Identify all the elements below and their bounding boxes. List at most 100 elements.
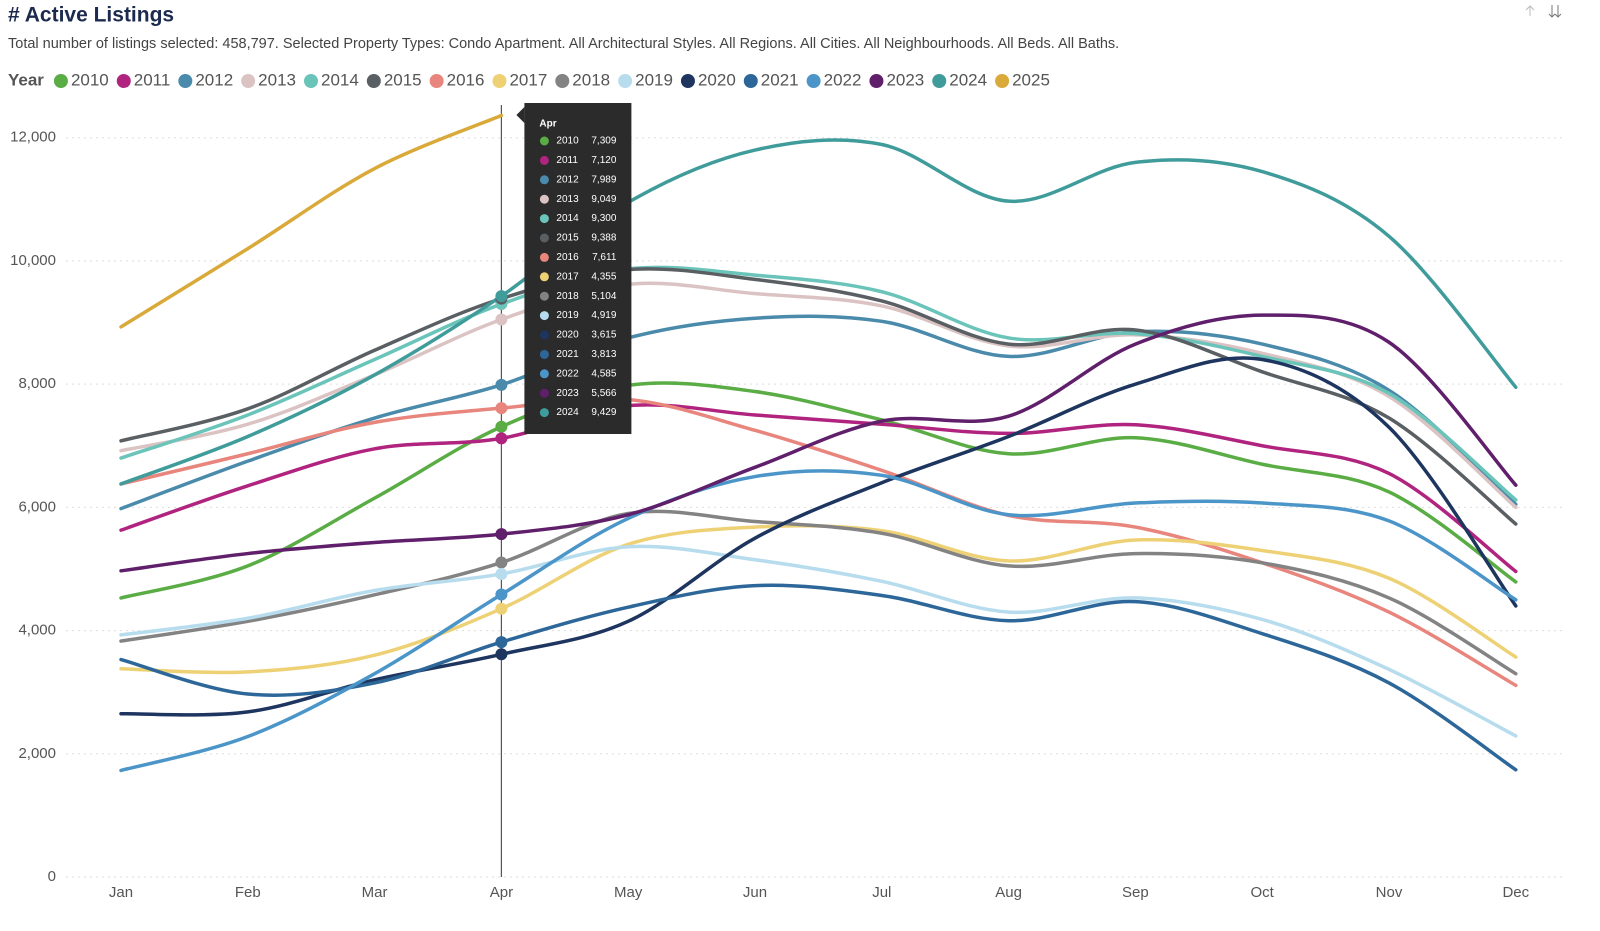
tooltip-swatch xyxy=(539,349,549,359)
legend-swatch xyxy=(53,74,68,88)
chart-subtitle: Total number of listings selected: 458,7… xyxy=(8,36,1119,52)
y-tick-label: 8,000 xyxy=(18,375,56,392)
hover-point xyxy=(495,602,508,615)
legend-swatch xyxy=(932,74,947,88)
x-tick-label: Jun xyxy=(743,884,767,901)
x-tick-label: May xyxy=(614,884,643,901)
tooltip-value: 9,429 xyxy=(591,407,616,418)
legend-label: 2025 xyxy=(1012,70,1050,89)
tooltip-value: 7,989 xyxy=(591,174,616,185)
x-tick-label: Dec xyxy=(1502,884,1529,901)
tooltip-swatch xyxy=(539,291,549,301)
y-tick-label: 10,000 xyxy=(10,252,56,269)
sort-icon[interactable] xyxy=(1548,5,1562,18)
tooltip-swatch xyxy=(539,214,549,224)
legend-swatch xyxy=(116,74,131,88)
tooltip-name: 2019 xyxy=(556,310,579,321)
hover-point xyxy=(495,648,508,661)
y-tick-label: 6,000 xyxy=(18,498,56,515)
tooltip-swatch xyxy=(539,233,549,243)
x-tick-label: Apr xyxy=(490,884,513,901)
series-line xyxy=(119,381,1518,600)
hover-point xyxy=(495,588,508,601)
tooltip-value: 5,566 xyxy=(591,388,616,399)
series-line xyxy=(119,138,1518,486)
y-tick-label: 4,000 xyxy=(18,622,56,639)
tooltip-pointer xyxy=(516,107,525,123)
legend-label: 2015 xyxy=(384,70,422,89)
legend-swatch xyxy=(743,74,758,88)
tooltip-swatch xyxy=(539,272,549,282)
legend-swatch xyxy=(178,74,193,88)
legend-swatch xyxy=(806,74,821,88)
tooltip-name: 2020 xyxy=(556,330,579,341)
legend-swatch xyxy=(869,74,884,88)
tooltip-swatch xyxy=(539,136,549,146)
sort-icon[interactable] xyxy=(1525,5,1535,16)
legend-swatch xyxy=(995,74,1010,88)
legend-label: 2021 xyxy=(761,70,799,89)
tooltip-name: 2017 xyxy=(556,271,579,282)
hover-point xyxy=(495,420,508,433)
chart-title: # Active Listings xyxy=(8,4,174,27)
tooltip-swatch xyxy=(539,388,549,398)
legend-label: 2019 xyxy=(635,70,673,89)
tooltip-swatch xyxy=(539,330,549,340)
series-line xyxy=(119,544,1518,738)
legend-swatch xyxy=(680,74,695,88)
tooltip-name: 2018 xyxy=(556,291,579,302)
series-line xyxy=(119,356,1518,717)
x-tick-label: Oct xyxy=(1251,884,1275,901)
series-line xyxy=(119,314,1518,511)
x-tick-label: Mar xyxy=(362,884,388,901)
tooltip-value: 3,615 xyxy=(591,330,616,341)
tooltip-value: 4,355 xyxy=(591,271,616,282)
tooltip-value: 7,120 xyxy=(591,155,616,166)
series-line xyxy=(119,396,1518,688)
series-line xyxy=(119,113,504,329)
hover-point xyxy=(495,290,508,303)
legend-title: Year xyxy=(8,70,44,89)
hover-point xyxy=(495,556,508,569)
tooltip-value: 4,585 xyxy=(591,368,616,379)
x-tick-label: Sep xyxy=(1122,884,1149,901)
legend-label: 2016 xyxy=(447,70,485,89)
legend-swatch xyxy=(429,74,444,88)
legend-label: 2018 xyxy=(572,70,610,89)
hover-point xyxy=(495,528,508,541)
legend-label: 2020 xyxy=(698,70,736,89)
legend-swatch xyxy=(618,74,633,88)
tooltip-value: 9,300 xyxy=(591,213,616,224)
series-line xyxy=(119,267,1518,526)
tooltip-value: 9,049 xyxy=(591,194,616,205)
series-line xyxy=(119,583,1518,772)
x-tick-label: Jul xyxy=(872,884,891,901)
tooltip-value: 3,813 xyxy=(591,349,616,360)
tooltip-name: 2013 xyxy=(556,194,579,205)
tooltip-swatch xyxy=(539,369,549,379)
series-line xyxy=(119,469,1518,773)
hover-point xyxy=(495,636,508,649)
legend-label: 2024 xyxy=(949,70,987,89)
tooltip-swatch xyxy=(539,408,549,418)
x-tick-label: Nov xyxy=(1376,884,1403,901)
tooltip-name: 2024 xyxy=(556,407,579,418)
tooltip-swatch xyxy=(539,175,549,185)
legend-swatch xyxy=(241,74,256,88)
hover-point xyxy=(495,378,508,391)
legend-label: 2023 xyxy=(886,70,924,89)
legend-swatch xyxy=(492,74,507,88)
tooltip-value: 7,309 xyxy=(591,136,616,147)
legend-label: 2010 xyxy=(71,70,109,89)
tooltip-name: 2012 xyxy=(556,174,579,185)
legend-label: 2022 xyxy=(824,70,862,89)
tooltip-name: 2023 xyxy=(556,388,579,399)
tooltip-name: 2010 xyxy=(556,136,579,147)
tooltip-swatch xyxy=(539,252,549,262)
hover-point xyxy=(495,432,508,445)
tooltip-title: Apr xyxy=(539,119,556,130)
tooltip-swatch xyxy=(539,155,549,165)
y-tick-label: 2,000 xyxy=(18,745,56,762)
tooltip xyxy=(524,103,632,434)
